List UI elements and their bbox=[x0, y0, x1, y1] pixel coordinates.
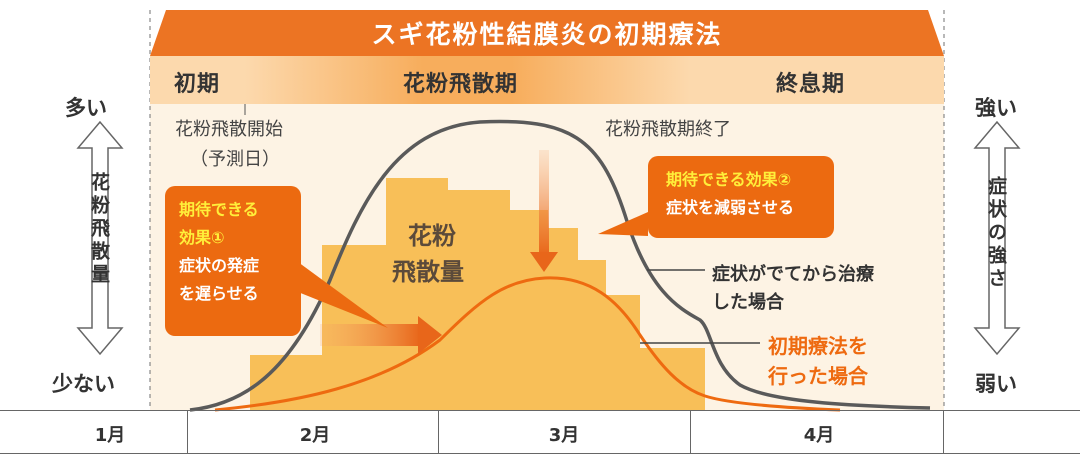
pollen-label-line2: 飛散量 bbox=[392, 258, 464, 286]
legend-untreated-line2: した場合 bbox=[712, 292, 784, 313]
legend-untreated-line1: 症状がでてから治療 bbox=[712, 264, 874, 285]
callout-effect-2: 期待できる効果② 症状を減弱させる bbox=[648, 156, 834, 238]
pollen-amount-area bbox=[250, 178, 705, 410]
month-divider bbox=[690, 410, 691, 454]
arrow-down-gradient bbox=[539, 150, 549, 255]
month-divider bbox=[187, 410, 188, 454]
month-axis-bottom-line bbox=[0, 453, 1080, 454]
left-axis-label: 花粉飛散量 bbox=[88, 172, 110, 287]
start-marker-sublabel: （予測日） bbox=[190, 149, 280, 170]
phase-main-label: 花粉飛散期 bbox=[403, 72, 519, 97]
left-double-arrow-icon bbox=[76, 120, 124, 356]
callout1-pointer bbox=[298, 262, 388, 328]
arrow-down-head bbox=[530, 252, 558, 272]
phase-row: 初期 花粉飛散期 終息期 bbox=[150, 56, 944, 104]
callout2-title: 期待できる効果② bbox=[666, 170, 792, 189]
right-double-arrow-icon bbox=[973, 120, 1021, 356]
start-marker-label: 花粉飛散開始 bbox=[175, 119, 283, 140]
callout1-title-line1: 期待できる bbox=[179, 200, 259, 219]
callout2-body: 症状を減弱させる bbox=[666, 198, 795, 217]
phase-early-label: 初期 bbox=[174, 72, 221, 97]
left-axis-bottom-label: 少ない bbox=[52, 372, 115, 396]
legend-treated-line2: 行った場合 bbox=[768, 364, 868, 388]
callout1-body-line1: 症状の発症 bbox=[179, 256, 260, 275]
diagram-title: スギ花粉性結膜炎の初期療法 bbox=[150, 10, 944, 56]
callout1-title-line2: 効果① bbox=[179, 228, 225, 247]
month-label: 3月 bbox=[548, 425, 580, 446]
arrow-right-gradient bbox=[320, 324, 420, 346]
month-axis: 1月 2月 3月 4月 bbox=[0, 410, 1080, 454]
month-label: 4月 bbox=[803, 425, 835, 446]
callout2-pointer bbox=[598, 212, 648, 236]
month-divider bbox=[943, 410, 944, 454]
month-label: 2月 bbox=[299, 425, 331, 446]
right-axis-top-label: 強い bbox=[975, 96, 1017, 120]
callout-effect-1: 期待できる 効果① 症状の発症 を遅らせる bbox=[165, 186, 301, 336]
month-divider bbox=[438, 410, 439, 454]
treated-symptom-curve bbox=[214, 276, 841, 412]
left-axis-top-label: 多い bbox=[65, 96, 107, 120]
arrow-right-head bbox=[418, 316, 442, 354]
phase-end-box: 終息期 bbox=[690, 56, 944, 104]
end-marker-label: 花粉飛散期終了 bbox=[605, 119, 731, 140]
phase-main-box: 花粉飛散期 bbox=[245, 56, 690, 104]
callout1-body-line2: を遅らせる bbox=[179, 284, 259, 303]
pollen-label-line1: 花粉 bbox=[408, 222, 456, 250]
month-axis-top-line bbox=[0, 410, 1080, 411]
phase-early-box: 初期 bbox=[150, 56, 245, 104]
legend-treated-line1: 初期療法を bbox=[768, 334, 868, 358]
phase-end-label: 終息期 bbox=[776, 72, 846, 97]
month-label: 1月 bbox=[94, 425, 126, 446]
right-axis-label: 症状の強さ bbox=[985, 176, 1007, 291]
right-axis-bottom-label: 弱い bbox=[975, 372, 1017, 396]
